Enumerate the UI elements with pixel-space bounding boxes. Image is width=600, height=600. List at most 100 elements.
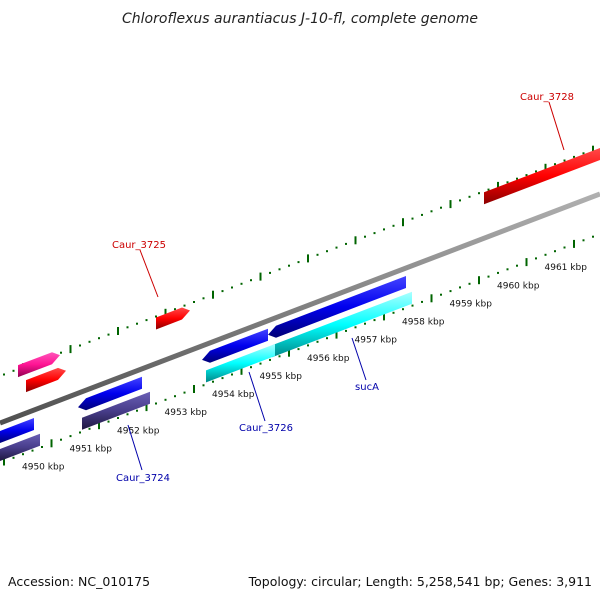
lower-track-dot xyxy=(202,384,205,387)
lower-track-major-tick xyxy=(240,366,243,375)
upper-track-dot xyxy=(335,246,338,249)
upper-track-dot xyxy=(535,170,537,173)
gene-arrow-reverse[interactable] xyxy=(268,276,406,338)
gene-label-suca[interactable]: sucA xyxy=(351,337,379,393)
gene-arrow-reverse[interactable] xyxy=(78,376,142,411)
gene-arrow-reverse[interactable] xyxy=(202,328,268,363)
lower-track-dot xyxy=(269,358,271,361)
leader-line xyxy=(139,249,159,298)
gene-label-caur-3725[interactable]: Caur_3725 xyxy=(112,240,166,298)
upper-track-dot xyxy=(278,268,281,271)
upper-track-dot xyxy=(345,242,347,245)
lower-track-dot xyxy=(459,286,461,289)
scale-tick-label: 4952 kbp xyxy=(117,426,160,436)
gene-arrow-forward[interactable] xyxy=(156,307,190,330)
lower-track-dot xyxy=(297,348,300,351)
lower-track-major-tick xyxy=(3,457,5,466)
lower-track-major-tick xyxy=(383,312,385,321)
lower-track-dot xyxy=(487,275,490,278)
lower-track-dot xyxy=(126,413,129,416)
lower-track-major-tick xyxy=(525,258,528,267)
lower-track-major-tick xyxy=(145,403,148,412)
lower-track-dot xyxy=(155,402,157,405)
lower-track-dot xyxy=(497,271,499,274)
upper-track-dot xyxy=(582,152,585,155)
gene-label-text: Caur_3726 xyxy=(239,423,293,434)
upper-track-dot xyxy=(240,282,243,285)
gene-label-text: Caur_3728 xyxy=(520,92,574,103)
scale-tick-label: 4957 kbp xyxy=(355,336,398,346)
gene-arrow-reverse[interactable] xyxy=(82,391,150,430)
scale-tick-label: 4950 kbp xyxy=(22,463,65,473)
gene-arrow-forward[interactable] xyxy=(26,367,66,393)
lower-track-dot xyxy=(174,395,176,398)
upper-track-dot xyxy=(297,261,300,264)
lower-track-dot xyxy=(563,246,566,249)
upper-track-major-tick xyxy=(212,290,214,299)
upper-track-major-tick xyxy=(402,218,404,227)
lower-track-dot xyxy=(164,398,167,401)
gene-arrow-reverse[interactable] xyxy=(0,433,40,461)
upper-track-dot xyxy=(364,235,366,238)
gene-label-text: Caur_3724 xyxy=(116,473,170,484)
lower-track-dot xyxy=(392,311,395,314)
upper-track-major-tick xyxy=(69,345,72,354)
lower-track-dot xyxy=(136,409,138,412)
lower-track-dot xyxy=(107,420,110,423)
genome-backbone xyxy=(0,191,600,426)
lower-track-dot xyxy=(316,340,319,343)
upper-track-dot xyxy=(487,188,490,191)
upper-track-dot xyxy=(98,337,100,340)
upper-track-dot xyxy=(326,250,328,253)
lower-track-major-tick xyxy=(98,421,100,430)
upper-track-dot xyxy=(136,322,138,325)
lower-track-dot xyxy=(212,380,214,383)
upper-track-dot xyxy=(126,326,129,329)
accession-text: Accession: NC_010175 xyxy=(8,574,150,589)
upper-track-dot xyxy=(107,333,110,336)
upper-track-major-tick xyxy=(117,327,119,335)
gene-arrow-forward[interactable] xyxy=(18,352,60,378)
lower-track-dot xyxy=(69,435,72,438)
gene-label-caur-3724[interactable]: Caur_3724 xyxy=(116,424,170,484)
lower-track-dot xyxy=(449,290,452,293)
upper-track-dot xyxy=(516,177,518,180)
gene-features xyxy=(0,148,600,461)
lower-track-major-tick xyxy=(430,294,433,303)
gene-label-text: Caur_3725 xyxy=(112,240,166,251)
upper-track-dot xyxy=(563,159,566,162)
gene-arrow-reverse[interactable] xyxy=(206,344,275,383)
scale-tick-label: 4956 kbp xyxy=(307,354,350,364)
upper-track-dot xyxy=(288,264,290,267)
upper-track-dot xyxy=(231,286,233,289)
upper-track-major-tick xyxy=(307,254,309,263)
upper-track-major-tick xyxy=(259,272,262,281)
leader-line xyxy=(248,371,266,422)
gene-arrow-reverse[interactable] xyxy=(272,291,412,358)
gene-label-text: sucA xyxy=(355,382,379,393)
upper-track-major-tick xyxy=(544,163,547,172)
lower-track-dot xyxy=(307,344,309,347)
scale-tick-label: 4955 kbp xyxy=(260,372,303,382)
upper-track-dot xyxy=(392,224,395,227)
upper-track-dot xyxy=(506,181,509,184)
lower-track-dot xyxy=(60,438,62,441)
gene-arrow-forward[interactable] xyxy=(484,148,600,205)
lower-track-dot xyxy=(354,326,357,329)
lower-track-major-tick xyxy=(288,348,290,357)
upper-track-dot xyxy=(221,290,224,293)
scale-tick-labels: 4950 kbp 4951 kbp 4952 kbp 4953 kbp 4954 kbp… xyxy=(22,263,587,472)
lower-track-dot xyxy=(440,293,442,296)
gene-arrow-reverse[interactable] xyxy=(0,418,34,443)
upper-track-major-tick xyxy=(497,181,499,190)
lower-track-dot xyxy=(592,235,594,238)
lower-dotted-track xyxy=(3,235,594,466)
lower-track-major-tick xyxy=(335,330,338,339)
lower-track-dot xyxy=(117,417,119,419)
upper-track-dot xyxy=(459,199,461,202)
lower-track-dot xyxy=(278,355,281,358)
gene-label-caur-3726[interactable]: Caur_3726 xyxy=(239,371,293,434)
upper-track-dot xyxy=(183,304,186,307)
gene-label-caur-3728[interactable]: Caur_3728 xyxy=(520,92,574,151)
lower-track-dot xyxy=(345,329,347,332)
